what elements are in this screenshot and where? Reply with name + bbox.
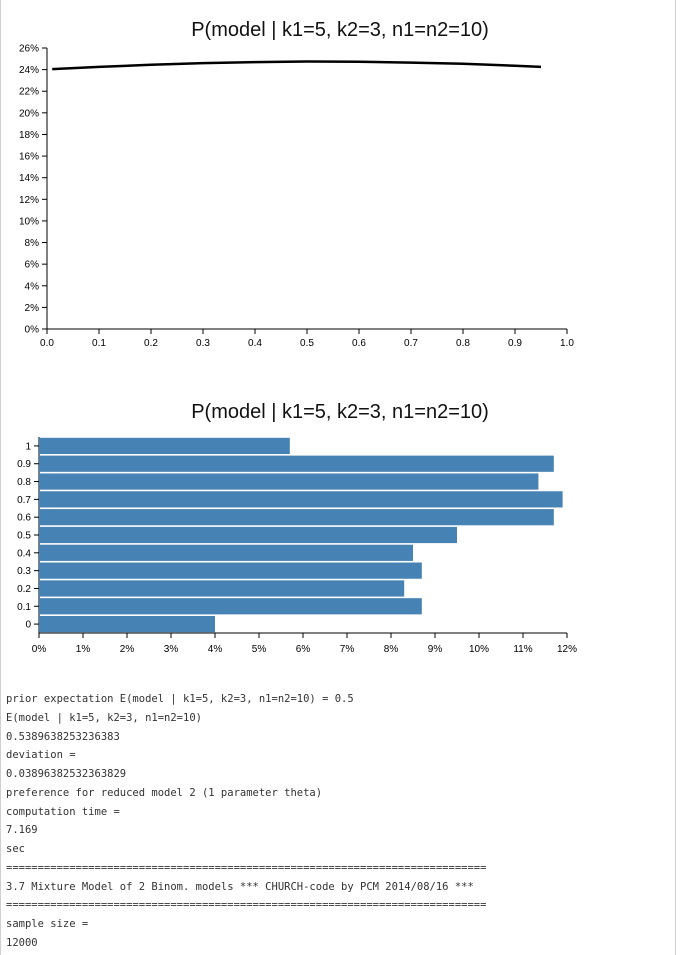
x-tick-label: 0.8: [456, 338, 470, 349]
bar: [39, 455, 554, 472]
x-tick-label: 7%: [340, 644, 355, 655]
bar: [39, 580, 405, 597]
y-tick-label: 0.1: [17, 602, 31, 613]
x-tick-label: 0.0: [40, 338, 54, 349]
x-tick-label: 4%: [208, 644, 223, 655]
y-tick-label: 16%: [19, 152, 39, 163]
output-line: E(model | k1=5, k2=3, n1=n2=10): [6, 711, 202, 724]
x-tick-label: 9%: [428, 644, 443, 655]
output-line: 0.5389638253236383: [6, 730, 120, 743]
y-tick-label: 8%: [25, 238, 40, 249]
x-tick-label: 0.3: [196, 338, 210, 349]
y-tick-label: 22%: [19, 87, 39, 98]
x-tick-label: 10%: [469, 644, 489, 655]
bar-chart: 00.10.20.30.40.50.60.70.80.910% 1% 2% 3% 4% 5…: [17, 437, 577, 655]
bar: [39, 491, 563, 508]
y-tick-label: 20%: [19, 108, 39, 119]
x-tick-label: 1.0: [560, 338, 574, 349]
output-line: 3.7 Mixture Model of 2 Binom. models ***…: [6, 880, 474, 893]
x-tick-label: 0.4: [248, 338, 262, 349]
output-line: ========================================…: [6, 861, 487, 874]
y-tick-label: 4%: [25, 281, 40, 292]
output-line: 12000: [6, 936, 38, 949]
y-tick-label: 14%: [19, 173, 39, 184]
y-tick-label: 6%: [25, 260, 40, 271]
series-line: [52, 60, 542, 71]
line-chart: 0% 2% 4% 6% 8% 10% 12% 14% 16% 18% 20% 22% 24% 26% 0.0…: [19, 44, 574, 350]
y-tick-label: 0%: [25, 325, 40, 336]
x-tick-label: 1%: [76, 644, 91, 655]
y-tick-label: 0.6: [17, 513, 31, 524]
x-tick-label: 2%: [120, 644, 135, 655]
x-tick-label: 12%: [557, 644, 577, 655]
y-tick-label: 0.4: [17, 548, 31, 559]
x-tick-label: 6%: [296, 644, 311, 655]
output-line: sec: [6, 843, 25, 855]
output-line: 0.03896382532363829: [6, 768, 127, 780]
line-chart-title: P(model | k1=5, k2=3, n1=n2=10): [191, 19, 489, 41]
output-line: deviation =: [6, 749, 76, 762]
y-tick-label: 26%: [19, 44, 39, 55]
output-line: 7.169: [6, 824, 38, 837]
x-tick-label: 0.7: [404, 338, 418, 349]
bar: [39, 437, 290, 455]
y-tick-label: 0.5: [17, 531, 31, 542]
y-tick-label: 0.8: [17, 477, 31, 488]
y-tick-label: 0.7: [17, 495, 31, 506]
line-chart-axes: [42, 47, 568, 334]
bar: [39, 473, 539, 490]
output-line: sample size =: [6, 918, 89, 930]
bar-chart-title: P(model | k1=5, k2=3, n1=n2=10): [191, 401, 489, 423]
y-tick-label: 0: [25, 620, 31, 631]
output-line: ========================================…: [6, 899, 487, 912]
y-tick-label: 0.2: [17, 584, 31, 595]
y-tick-label: 18%: [19, 130, 39, 141]
x-tick-label: 0.6: [352, 338, 366, 349]
y-tick-label: 0.9: [17, 459, 31, 470]
y-tick-label: 2%: [25, 303, 40, 314]
y-tick-label: 10%: [19, 216, 39, 227]
bar: [39, 615, 215, 633]
bar: [39, 526, 457, 544]
y-tick-label: 1: [25, 441, 31, 452]
output-line: prior expectation E(model | k1=5, k2=3, …: [6, 693, 354, 705]
x-tick-label: 3%: [164, 644, 179, 655]
x-tick-label: 8%: [384, 644, 399, 655]
x-tick-label: 0%: [32, 644, 47, 655]
y-tick-label: 24%: [19, 65, 39, 76]
bar: [39, 562, 422, 579]
bar: [39, 509, 554, 526]
output-line: preference for reduced model 2 (1 parame…: [6, 786, 323, 799]
y-tick-label: 12%: [19, 195, 39, 206]
x-tick-label: 0.2: [144, 338, 158, 349]
x-tick-label: 0.1: [92, 338, 106, 349]
console-output: prior expectation E(model | k1=5, k2=3, …: [6, 690, 666, 953]
x-tick-label: 11%: [513, 644, 532, 655]
x-tick-label: 5%: [252, 644, 267, 655]
bar: [39, 598, 422, 615]
x-tick-label: 0.9: [508, 338, 522, 349]
x-tick-label: 0.5: [300, 338, 314, 349]
y-tick-label: 0.3: [17, 566, 31, 577]
output-line: computation time =: [6, 805, 120, 818]
bar: [39, 544, 413, 561]
